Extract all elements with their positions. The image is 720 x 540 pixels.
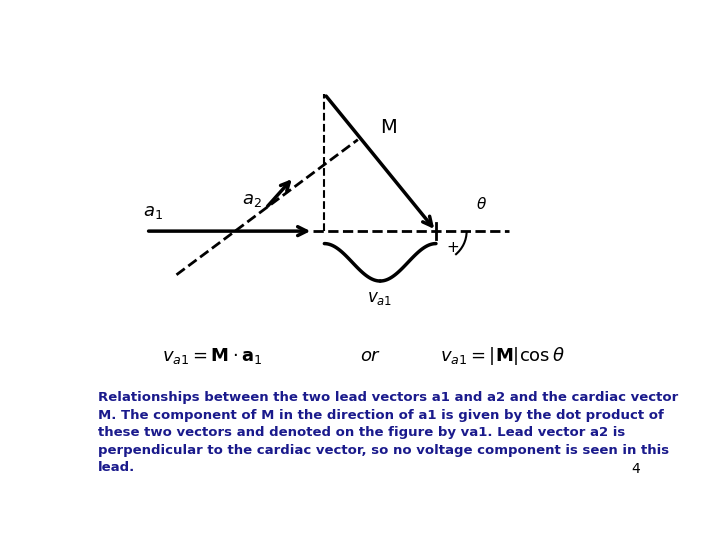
Text: $v_{a1} = |\mathbf{M}| \cos \theta$: $v_{a1} = |\mathbf{M}| \cos \theta$	[441, 345, 565, 367]
Text: $a_1$: $a_1$	[143, 204, 163, 221]
Text: $\theta$: $\theta$	[477, 195, 487, 212]
Text: or: or	[360, 347, 378, 365]
Text: Relationships between the two lead vectors a1 and a2 and the cardiac vector
M. T: Relationships between the two lead vecto…	[99, 391, 679, 474]
Text: $v_{a1}$: $v_{a1}$	[367, 289, 393, 307]
Text: M: M	[380, 118, 397, 137]
Text: 4: 4	[631, 462, 639, 476]
Text: $v_{a1} = \mathbf{M} \cdot \mathbf{a}_1$: $v_{a1} = \mathbf{M} \cdot \mathbf{a}_1$	[162, 346, 264, 366]
Text: $a_2$: $a_2$	[242, 191, 261, 209]
Text: +: +	[446, 240, 459, 255]
